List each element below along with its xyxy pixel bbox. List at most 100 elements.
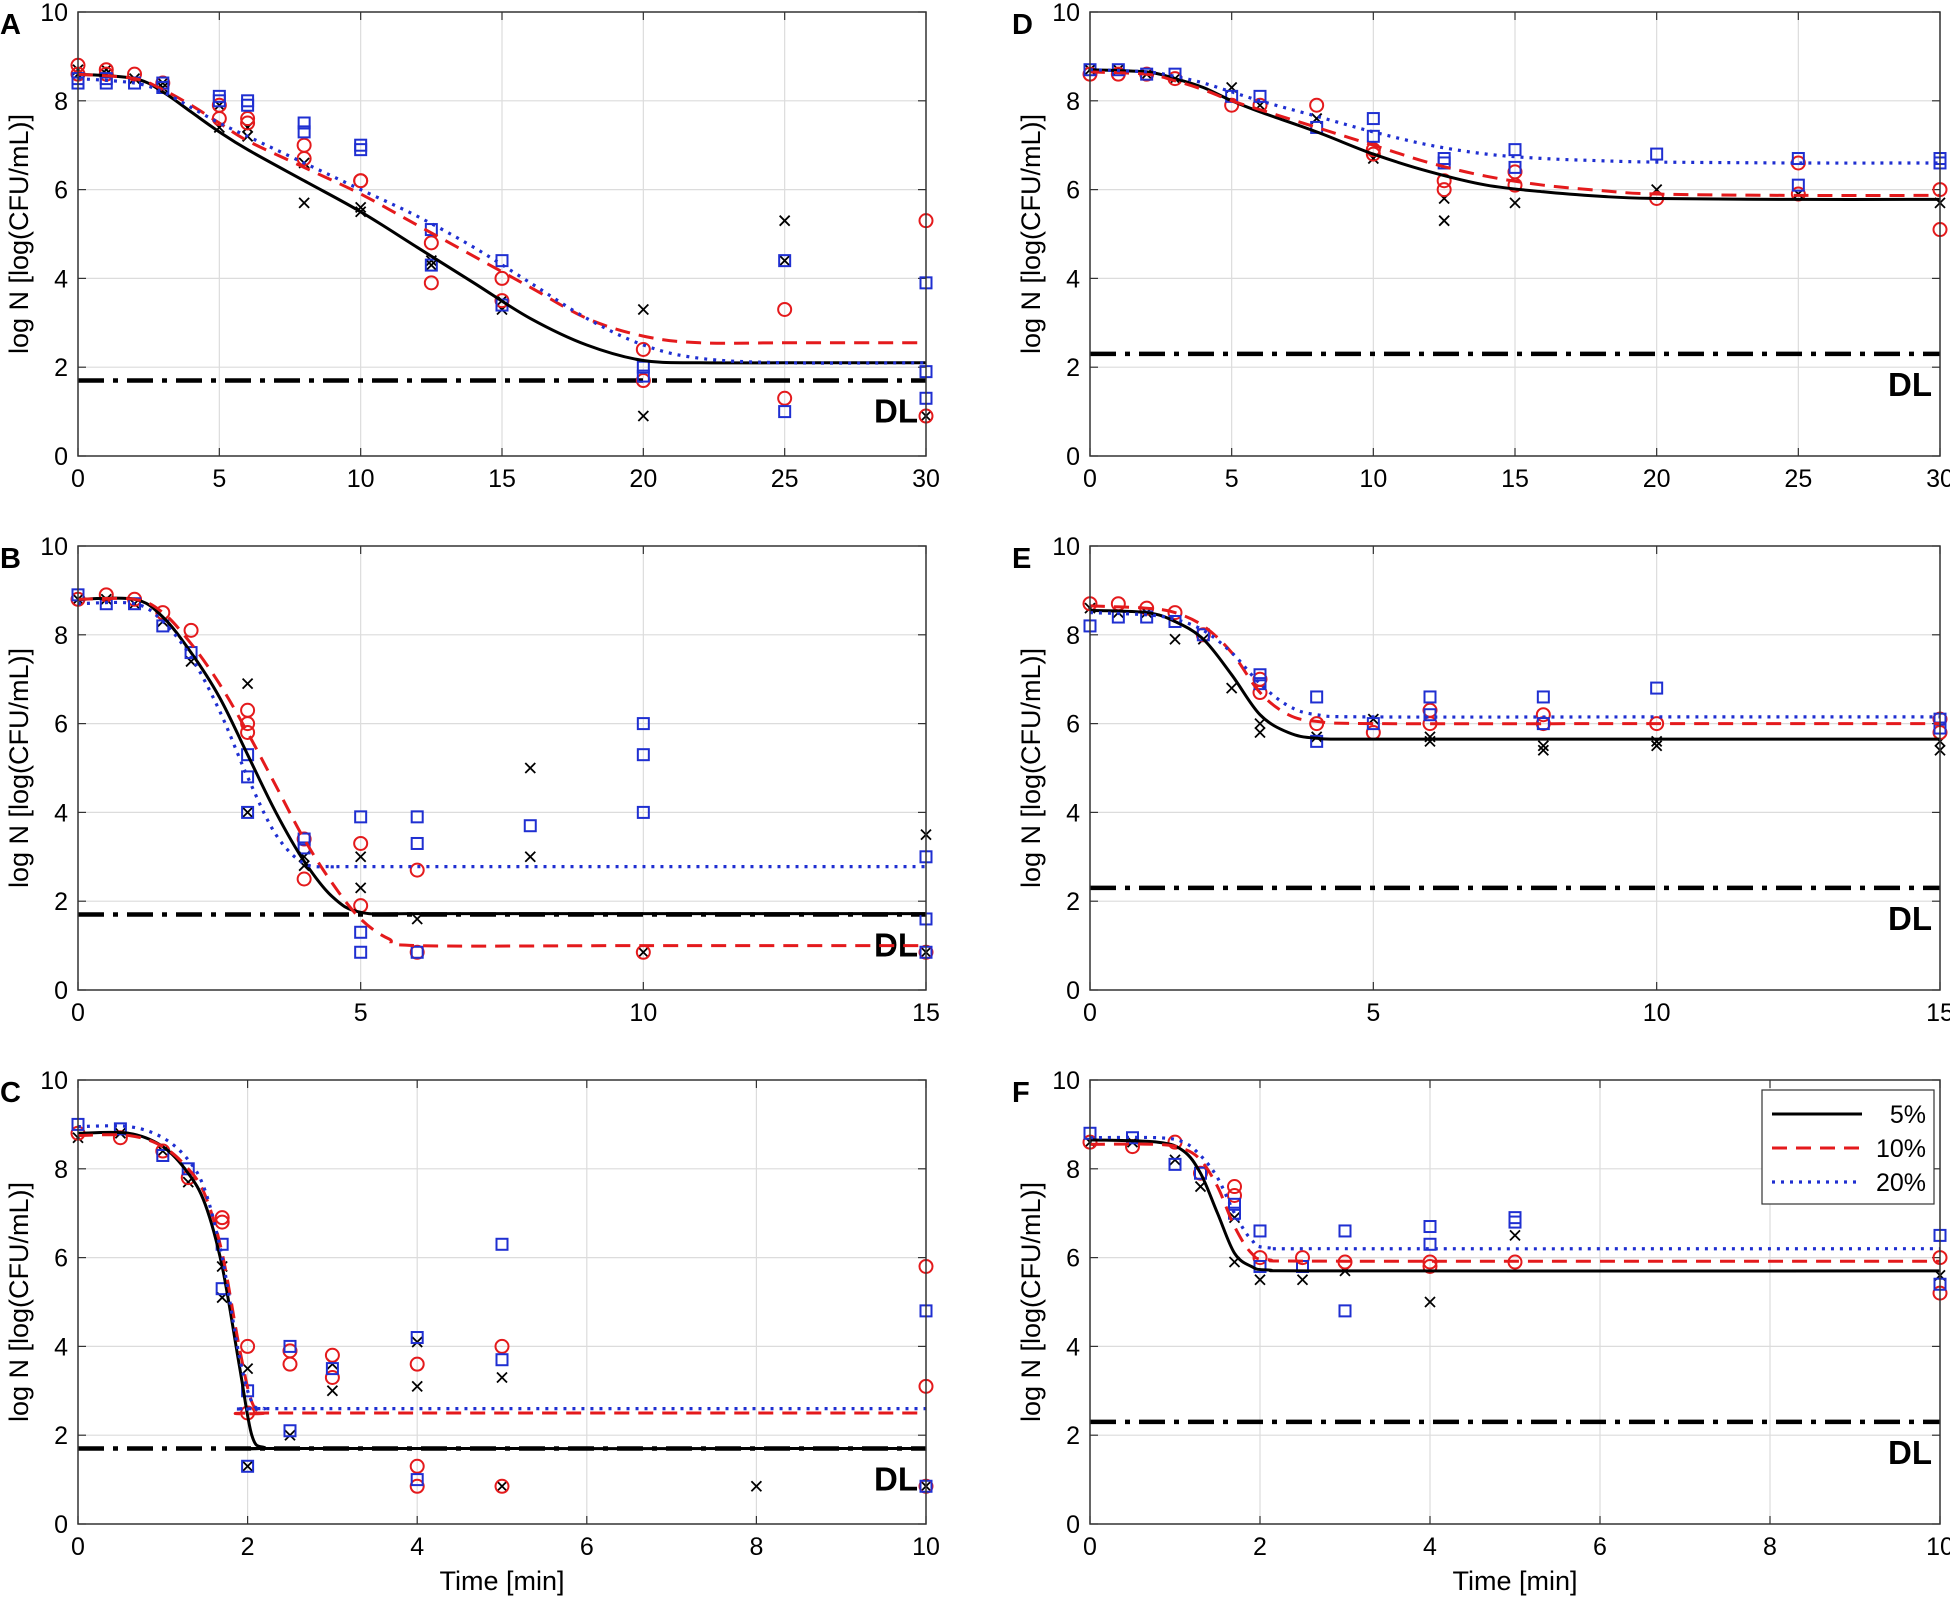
data-point-x-mark (1169, 1154, 1181, 1166)
model-curve-10pct (1089, 604, 1940, 726)
data-point-square (354, 945, 368, 959)
data-point-x-mark (1651, 740, 1663, 752)
data-point-x-mark (411, 1380, 423, 1392)
data-point-square (495, 1237, 509, 1251)
data-point-square (212, 94, 226, 108)
x-tick-label: 6 (1593, 1533, 1607, 1561)
data-point-square (1508, 1215, 1522, 1229)
legend-label: 10% (1876, 1135, 1926, 1163)
x-mark-stroke (1424, 1296, 1436, 1308)
x-tick-label: 25 (1784, 465, 1812, 493)
data-point-circle (353, 835, 369, 851)
axes-frame (77, 11, 927, 457)
data-point-square (1338, 1224, 1352, 1238)
y-tick-label: 2 (54, 354, 68, 382)
data-point-circle (1309, 97, 1325, 113)
data-point-x-mark (1509, 1229, 1521, 1242)
x-mark-stroke (411, 1380, 423, 1392)
panel-letter: F (1012, 1077, 1030, 1109)
y-tick-label: 8 (1066, 1156, 1080, 1184)
x-mark-stroke (411, 1336, 423, 1348)
y-tick-label: 10 (1052, 0, 1080, 27)
axes-frame (77, 545, 927, 991)
data-point-circle (240, 111, 256, 127)
y-tick-label: 6 (1066, 711, 1080, 739)
y-tick-label: 0 (1066, 977, 1080, 1005)
x-tick-label: 0 (71, 999, 85, 1027)
x-mark-stroke (298, 860, 310, 872)
y-tick-label: 10 (1052, 1067, 1080, 1095)
model-curve-20pct (1089, 1135, 1941, 1251)
data-point-square (410, 836, 424, 850)
data-point-circle (1535, 707, 1551, 723)
data-point-square (325, 1362, 339, 1376)
x-tick-label: 0 (1083, 999, 1097, 1027)
y-tick-label: 8 (54, 1156, 68, 1184)
x-tick-label: 4 (410, 1533, 424, 1561)
y-tick-label: 4 (1066, 265, 1080, 293)
data-point-x-mark (425, 259, 437, 271)
data-point-square (410, 945, 424, 959)
detection-limit-label: DL (874, 393, 918, 430)
y-tick-label: 6 (54, 177, 68, 205)
y-tick-label: 10 (40, 0, 68, 27)
data-point-square (113, 1122, 127, 1136)
x-mark-stroke (355, 882, 367, 894)
x-tick-label: 10 (347, 465, 375, 493)
detection-limit-label: DL (1888, 900, 1932, 937)
y-axis-label: log N [log(CFU/mL)] (1016, 1182, 1046, 1422)
data-point-x-mark (1537, 740, 1549, 752)
data-point-x-mark (1254, 726, 1266, 739)
axes-frame (77, 1079, 927, 1525)
data-point-square (636, 369, 650, 383)
x-tick-label: 0 (71, 465, 85, 493)
x-mark-stroke (779, 255, 791, 267)
data-point-circle (635, 341, 651, 357)
data-point-square (241, 1459, 255, 1473)
data-point-x-mark (241, 678, 254, 690)
x-mark-stroke (524, 762, 536, 774)
x-mark-stroke (284, 1429, 296, 1441)
data-point-square (636, 717, 650, 731)
data-point-circle (127, 66, 143, 82)
data-point-x-mark (779, 255, 791, 267)
x-mark-stroke (298, 197, 310, 209)
data-point-circle (494, 1478, 510, 1494)
data-point-square (523, 819, 537, 833)
x-tick-label: 20 (629, 465, 657, 493)
plot-area (1090, 546, 1940, 990)
data-point-square (241, 748, 255, 762)
data-point-square (495, 1353, 509, 1367)
data-point-x-mark (524, 762, 536, 774)
y-tick-label: 2 (1066, 888, 1080, 916)
data-point-x-mark (1424, 1296, 1436, 1308)
legend-label: 5% (1890, 1101, 1926, 1129)
data-point-x-mark (1226, 682, 1238, 694)
x-tick-label: 10 (912, 1533, 940, 1561)
data-point-square (424, 258, 438, 272)
panel-letter: C (0, 1077, 21, 1109)
x-tick-label: 8 (1763, 1533, 1777, 1561)
data-point-square (1168, 1157, 1182, 1171)
data-point-circle (324, 1369, 340, 1385)
data-point-x-mark (1296, 1274, 1309, 1286)
data-point-square (1310, 690, 1324, 704)
x-mark-stroke (1169, 633, 1181, 645)
plot-area (78, 546, 926, 990)
data-point-x-mark (157, 77, 169, 89)
x-tick-label: 10 (1926, 1533, 1950, 1561)
panel-letter: B (0, 543, 21, 575)
data-point-square (1423, 1220, 1437, 1234)
data-point-circle (324, 1347, 340, 1363)
data-point-circle (1227, 1187, 1242, 1203)
data-point-circle (1227, 1179, 1242, 1195)
data-point-circle (353, 173, 369, 189)
x-mark-stroke (1537, 744, 1549, 756)
y-tick-label: 2 (54, 888, 68, 916)
x-mark-stroke (241, 678, 254, 690)
data-point-square (297, 832, 311, 846)
data-point-circle (494, 270, 510, 286)
